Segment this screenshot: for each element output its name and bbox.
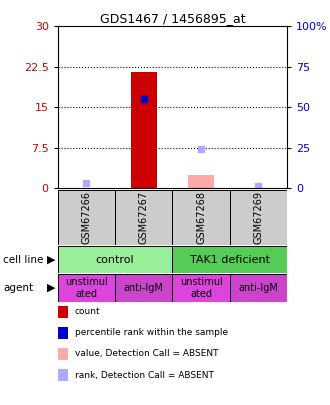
Bar bbox=[188, 175, 214, 188]
Text: GSM67266: GSM67266 bbox=[82, 191, 91, 244]
Title: GDS1467 / 1456895_at: GDS1467 / 1456895_at bbox=[100, 12, 245, 25]
Bar bbox=[230, 190, 287, 245]
Text: ▶: ▶ bbox=[47, 255, 55, 264]
Bar bbox=[58, 274, 115, 302]
Text: ▶: ▶ bbox=[47, 283, 55, 293]
Text: GSM67269: GSM67269 bbox=[253, 191, 263, 244]
Text: anti-IgM: anti-IgM bbox=[124, 283, 164, 293]
Text: anti-IgM: anti-IgM bbox=[239, 283, 279, 293]
Text: percentile rank within the sample: percentile rank within the sample bbox=[75, 328, 228, 337]
Text: unstimul
ated: unstimul ated bbox=[180, 277, 222, 299]
Text: TAK1 deficient: TAK1 deficient bbox=[190, 255, 270, 264]
Bar bbox=[173, 190, 230, 245]
Text: cell line: cell line bbox=[3, 255, 44, 264]
Bar bbox=[173, 246, 287, 273]
Bar bbox=[173, 274, 230, 302]
Text: rank, Detection Call = ABSENT: rank, Detection Call = ABSENT bbox=[75, 371, 214, 379]
Text: GSM67268: GSM67268 bbox=[196, 191, 206, 244]
Bar bbox=[115, 274, 173, 302]
Bar bbox=[115, 190, 173, 245]
Bar bbox=[58, 190, 115, 245]
Bar bbox=[58, 246, 173, 273]
Text: agent: agent bbox=[3, 283, 33, 293]
Bar bbox=[230, 274, 287, 302]
Text: count: count bbox=[75, 307, 101, 316]
Text: value, Detection Call = ABSENT: value, Detection Call = ABSENT bbox=[75, 350, 218, 358]
Text: GSM67267: GSM67267 bbox=[139, 191, 149, 244]
Text: control: control bbox=[96, 255, 134, 264]
Text: unstimul
ated: unstimul ated bbox=[65, 277, 108, 299]
Bar bbox=[131, 72, 157, 188]
